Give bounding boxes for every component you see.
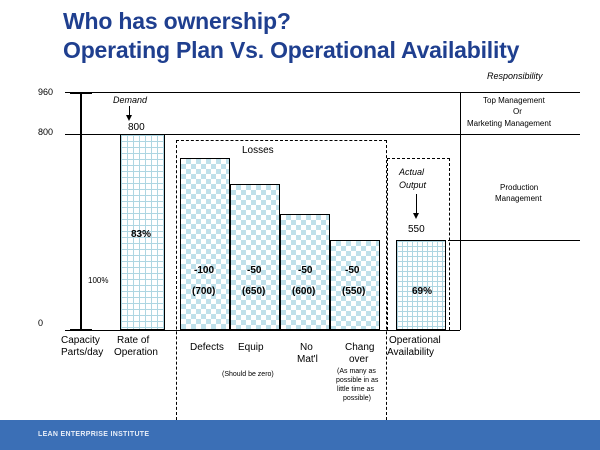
as-many-note-2: possible in as	[336, 377, 379, 384]
footer-bar: LEAN ENTERPRISE INSTITUTE	[0, 420, 600, 450]
capacity-axis	[80, 92, 82, 330]
availability-pct: 69%	[412, 286, 433, 297]
operation-label: Operation	[114, 347, 158, 358]
no-matl-delta: -50	[298, 265, 313, 276]
baseline	[65, 330, 460, 331]
rate-pct: 83%	[131, 229, 152, 240]
availability-label: Availability	[387, 347, 435, 358]
losses-box	[176, 140, 387, 420]
should-be-zero-note: (Should be zero)	[222, 371, 274, 378]
actual-output-value: 550	[408, 224, 425, 235]
no-label: No	[300, 342, 313, 353]
tick-960: 960	[38, 87, 54, 97]
line-550	[448, 240, 580, 241]
equip-bar	[230, 184, 280, 330]
no-matl-bar	[280, 214, 330, 330]
line-800	[65, 134, 580, 135]
no-matl-value: (600)	[292, 286, 316, 297]
defects-bar	[180, 158, 230, 330]
matl-label: Mat'l	[297, 354, 318, 365]
operational-label: Operational	[389, 335, 441, 346]
defects-delta: -100	[194, 265, 215, 276]
actual-output-box	[387, 158, 450, 330]
changover-value: (550)	[342, 286, 366, 297]
as-many-note-3: little time as	[337, 386, 374, 393]
capacity-axis-top	[70, 92, 92, 94]
demand-label: Demand	[113, 95, 148, 105]
responsibility-header: Responsibility	[487, 71, 543, 81]
marketing-management-label: Marketing Management	[467, 119, 552, 128]
over-label: over	[349, 354, 369, 365]
changover-delta: -50	[345, 265, 360, 276]
changover-bar	[330, 240, 380, 330]
line-960	[65, 92, 580, 93]
page-title-line2: Operating Plan Vs. Operational Availabil…	[63, 37, 520, 63]
defects-label: Defects	[190, 342, 224, 353]
chang-label: Chang	[345, 342, 375, 353]
responsibility-divider	[460, 92, 461, 330]
demand-value: 800	[128, 122, 145, 133]
rate-of-label: Rate of	[117, 335, 150, 346]
losses-header: Losses	[242, 145, 274, 156]
footer-text: LEAN ENTERPRISE INSTITUTE	[38, 431, 150, 438]
tick-0: 0	[38, 318, 44, 328]
rate-of-operation-bar	[120, 134, 165, 330]
equip-delta: -50	[247, 265, 262, 276]
tick-800: 800	[38, 127, 54, 137]
production-label: Production	[500, 183, 539, 192]
actual-label: Actual	[399, 167, 425, 177]
pct-100-label: 100%	[88, 276, 109, 285]
equip-value: (650)	[242, 286, 266, 297]
parts-per-day-label: Parts/day	[61, 347, 104, 358]
capacity-label: Capacity	[61, 335, 100, 346]
operational-availability-bar	[396, 240, 446, 330]
output-label: Output	[399, 180, 427, 190]
demand-arrow	[126, 106, 132, 121]
defects-value: (700)	[192, 286, 216, 297]
page-title-line1: Who has ownership?	[63, 8, 291, 34]
management-label: Management	[495, 194, 542, 203]
as-many-note-4: possible)	[343, 395, 372, 402]
actual-output-arrow	[413, 194, 419, 219]
top-management-label: Top Management	[483, 96, 545, 105]
equip-label: Equip	[238, 342, 264, 353]
as-many-note-1: (As many as	[337, 368, 376, 375]
or-label: Or	[513, 107, 522, 116]
